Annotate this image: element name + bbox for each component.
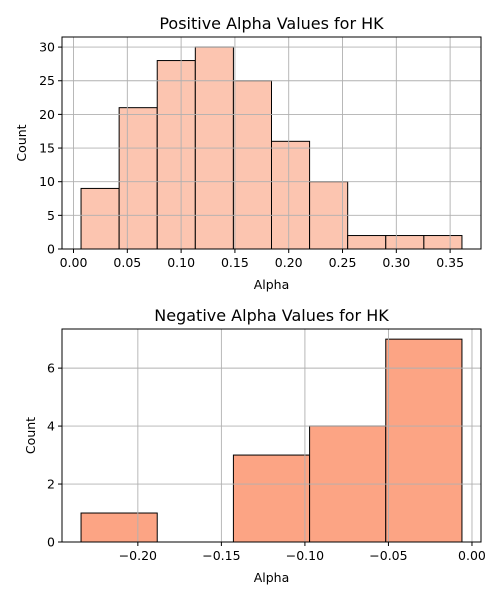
top-y-tick-label: 20: [39, 107, 55, 122]
top-x-tick-label: 0.20: [275, 255, 303, 270]
top-y-tick-label: 10: [39, 174, 55, 189]
bottom-plot-frame: [61, 328, 482, 543]
top-y-tick-label: 15: [39, 141, 55, 156]
top-y-axis-label: Count: [14, 124, 29, 161]
top-histogram-bar: [118, 107, 158, 250]
bottom-x-tick-label: 0.00: [458, 548, 486, 563]
top-histogram-bar: [347, 235, 387, 250]
top-plot-frame: [61, 36, 482, 250]
bottom-histogram-bar: [80, 512, 158, 543]
top-x-tick-label: 0.25: [329, 255, 357, 270]
bottom-x-tick-label: −0.05: [369, 548, 407, 563]
top-chart-title: Positive Alpha Values for HK: [159, 14, 384, 33]
top-histogram-bar: [80, 187, 120, 250]
top-y-tick-label: 25: [39, 73, 55, 88]
top-histogram-bar: [156, 60, 196, 250]
bottom-y-tick-label: 0: [47, 535, 55, 550]
bottom-y-axis-label: Count: [23, 417, 38, 454]
top-x-tick-label: 0.10: [167, 255, 195, 270]
top-x-tick-label: 0.05: [113, 255, 141, 270]
bottom-y-tick-label: 4: [47, 419, 55, 434]
top-x-axis-label: Alpha: [254, 277, 290, 292]
top-y-tick-label: 30: [39, 40, 55, 55]
bottom-y-tick-label: 6: [47, 361, 55, 376]
top-histogram-bar: [385, 235, 425, 250]
bottom-x-axis-label: Alpha: [254, 570, 290, 585]
bottom-histogram-bar: [385, 338, 463, 543]
top-y-tick-label: 0: [47, 242, 55, 257]
top-x-tick-label: 0.00: [60, 255, 88, 270]
bottom-x-tick-label: −0.10: [286, 548, 324, 563]
top-x-tick-label: 0.30: [382, 255, 410, 270]
bottom-histogram-bar: [232, 454, 311, 543]
top-histogram-bar: [232, 80, 272, 250]
top-x-tick-label: 0.15: [221, 255, 249, 270]
top-histogram-bar: [271, 140, 311, 250]
top-x-tick-label: 0.35: [436, 255, 464, 270]
top-y-tick-label: 5: [47, 208, 55, 223]
bottom-chart-title: Negative Alpha Values for HK: [154, 306, 389, 325]
bottom-x-tick-label: −0.15: [202, 548, 240, 563]
bottom-y-tick-label: 2: [47, 477, 55, 492]
bottom-x-tick-label: −0.20: [119, 548, 157, 563]
top-histogram-bar: [423, 235, 463, 250]
